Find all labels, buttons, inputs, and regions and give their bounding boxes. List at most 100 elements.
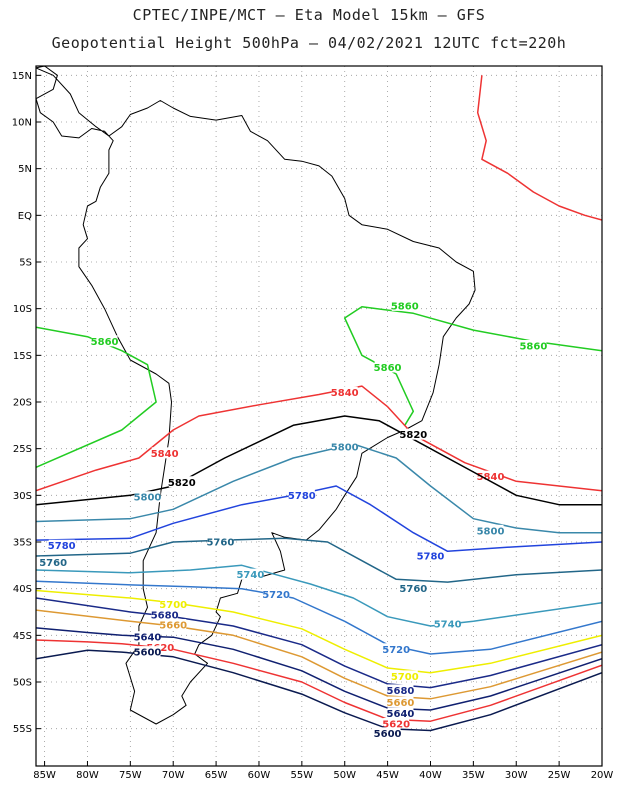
- contour-label-bg: [387, 707, 414, 719]
- contour-label-bg: [160, 598, 187, 610]
- contour-label-bg: [168, 476, 195, 488]
- contour-label: 5720: [382, 645, 410, 656]
- contour-label: 5800: [134, 493, 162, 504]
- contour-label-bg: [40, 556, 67, 568]
- lon-label: 35W: [462, 770, 485, 781]
- contour-label-bg: [374, 727, 401, 739]
- contour-label-bg: [263, 588, 290, 600]
- contour-5780: 5780 5780 5780: [36, 485, 602, 563]
- contour-label: 5780: [48, 541, 76, 552]
- map-title-line1: CPTEC/INPE/MCT – Eta Model 15km – GFS: [132, 6, 486, 24]
- lon-label: 85W: [33, 770, 56, 781]
- contour-line: [36, 443, 602, 534]
- contour-label: 5700: [159, 600, 187, 611]
- contour-label-bg: [134, 491, 161, 503]
- contour-5860: 5860 5860 5860 5860: [36, 299, 602, 468]
- contour-label: 5860: [519, 342, 547, 353]
- lat-label: 10S: [13, 304, 32, 315]
- contour-label-bg: [434, 618, 461, 630]
- contour-label: 5860: [391, 301, 419, 312]
- contour-label-bg: [383, 718, 410, 729]
- contour-line: [36, 537, 602, 583]
- contour-line: [36, 415, 602, 506]
- contour-label-bg: [48, 539, 75, 551]
- contour-label-bg: [134, 631, 161, 643]
- contour-label: 5700: [391, 672, 419, 683]
- contour-label: 5760: [206, 538, 234, 549]
- lon-label: 20W: [591, 770, 614, 781]
- contour-5840: 5840 5840 5840: [36, 385, 602, 492]
- contour-5600: 5600 5600: [36, 646, 602, 740]
- contour-label-bg: [151, 447, 178, 459]
- contour-label-bg: [383, 643, 410, 655]
- lat-label: 10N: [12, 118, 32, 129]
- lat-label: 20S: [13, 398, 32, 409]
- lon-label: 50W: [333, 770, 356, 781]
- lat-label: EQ: [18, 211, 32, 222]
- lat-label: 35S: [13, 538, 32, 549]
- contour-layer: 5860586058605860584058405840582058205800…: [36, 75, 602, 740]
- contour-label-bg: [477, 524, 504, 536]
- lat-label: 15S: [13, 351, 32, 362]
- contour-5720: 5720 5720: [36, 580, 602, 656]
- contour-label: 5800: [331, 442, 359, 453]
- contour-label-bg: [91, 335, 118, 347]
- contour-label: 5840: [477, 472, 505, 483]
- contour-5640: 5640 5640: [36, 627, 602, 720]
- contour-label-bg: [237, 568, 264, 580]
- contour-label-bg: [400, 582, 427, 594]
- lat-label: 45S: [13, 631, 32, 642]
- lon-label: 40W: [419, 770, 442, 781]
- contour-label-bg: [331, 440, 358, 452]
- contour-line: [343, 306, 602, 426]
- lat-lon-grid: [36, 66, 603, 766]
- contour-label-bg: [134, 646, 161, 658]
- contour-unlabeled: [476, 75, 602, 221]
- contour-label: 5840: [331, 388, 359, 399]
- south-america-coastline: [36, 66, 476, 725]
- contour-label: 5860: [374, 363, 402, 374]
- contour-label: 5640: [387, 709, 415, 720]
- contour-label: 5820: [399, 430, 427, 441]
- contour-line: [36, 485, 602, 553]
- contour-line: [36, 639, 602, 722]
- coastline-layer: [36, 66, 476, 725]
- contour-line: [36, 589, 602, 674]
- axis-ticks: 15N 10N 5N EQ 5S 10S 15S 20S 25S 30S 35S 40S 45S 50S 5…: [12, 71, 614, 781]
- lon-label: 45W: [376, 770, 399, 781]
- lon-label: 80W: [76, 770, 99, 781]
- contour-label: 5760: [399, 584, 427, 595]
- contour-5800: 5800 5800 5800: [36, 440, 602, 537]
- lat-label: 5N: [18, 164, 32, 175]
- contour-label: 5600: [134, 648, 162, 659]
- contour-label: 5760: [39, 558, 67, 569]
- contour-line: [36, 326, 157, 468]
- contour-label: 5860: [91, 337, 119, 348]
- contour-label-bg: [477, 470, 504, 482]
- lon-label: 55W: [291, 770, 314, 781]
- contour-label: 5620: [382, 720, 410, 731]
- contour-5680: 5680 5680: [36, 597, 602, 697]
- contour-line: [36, 580, 602, 655]
- contour-label: 5680: [387, 686, 415, 697]
- lat-label: 55S: [13, 724, 32, 735]
- lon-label: 30W: [505, 770, 528, 781]
- contour-label: 5800: [477, 526, 505, 537]
- contour-label: 5820: [168, 478, 196, 489]
- contour-label: 5780: [288, 491, 316, 502]
- lat-label: 25S: [13, 444, 32, 455]
- lat-label: 50S: [13, 678, 32, 689]
- contour-5740: 5740 5740: [36, 564, 602, 631]
- contour-label: 5660: [159, 621, 187, 632]
- contour-5700: 5700 5700: [36, 589, 602, 683]
- lat-label: 5S: [19, 258, 32, 269]
- map-title-line2: Geopotential Height 500hPa – 04/02/2021 …: [51, 34, 567, 52]
- contour-label: 5660: [387, 698, 415, 709]
- contour-label: 5600: [374, 729, 402, 740]
- contour-line: [36, 627, 602, 711]
- contour-line: [36, 649, 602, 732]
- contour-label-bg: [391, 670, 418, 682]
- contour-label: 5740: [434, 620, 462, 631]
- contour-line: [476, 75, 602, 221]
